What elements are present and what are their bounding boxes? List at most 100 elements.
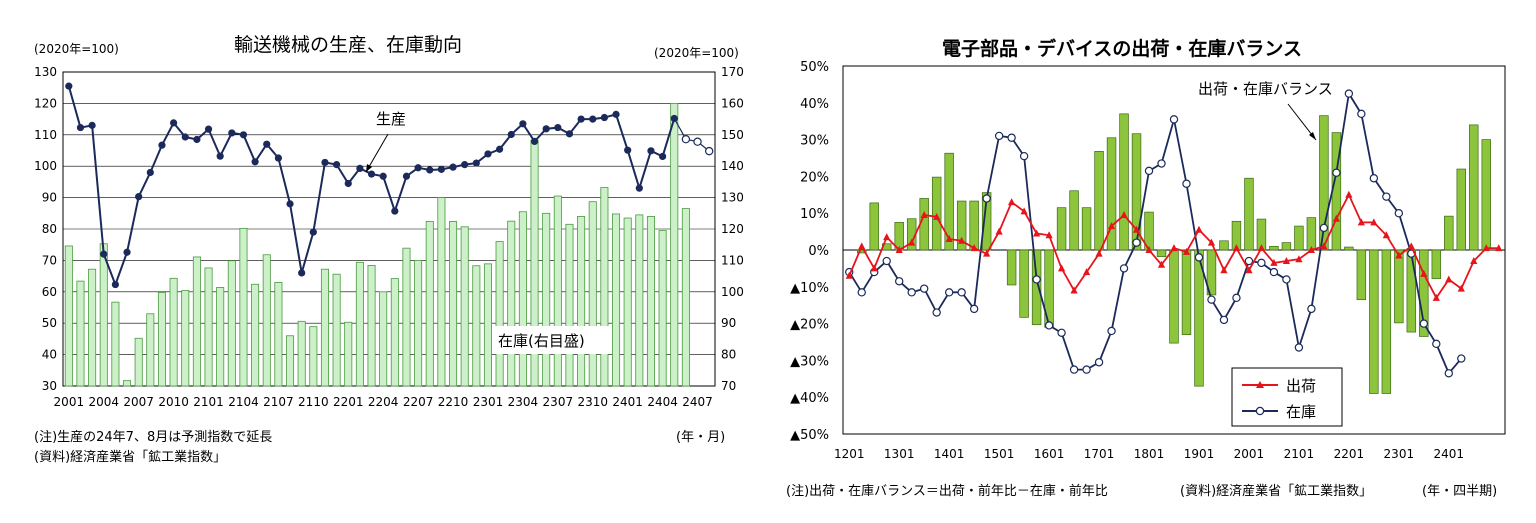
chart2-shipment-point: [1207, 238, 1216, 246]
chart2-x-tick: 1801: [1134, 447, 1165, 461]
chart2-shipment-point: [1420, 269, 1428, 277]
chart2-balance-bar: [1031, 249, 1042, 326]
chart1-x-tick: 2110: [298, 395, 329, 409]
chart1-inventory-bar: [646, 216, 655, 387]
chart2-shipment-point: [1232, 244, 1241, 252]
chart1-inventory-bar: [495, 241, 504, 387]
chart1-inventory-bar: [402, 247, 411, 387]
chart1-production-point: [65, 82, 73, 90]
chart2-balance-bar: [1344, 246, 1354, 251]
chart2-balance-bar: [1394, 249, 1404, 324]
chart2-inventory-point: [1094, 358, 1104, 367]
chart1-production-point: [391, 207, 399, 215]
chart2-inventory-point: [1019, 151, 1029, 161]
chart1-production-point: [635, 184, 643, 192]
chart1-inventory-label-box: [492, 326, 612, 354]
chart2-svg: 50% 40% 30% 20% 10% 0% ▲10% ▲20% ▲30% ▲40% ▲50% 120…: [790, 60, 1506, 461]
chart1-inventory-bar: [600, 187, 609, 387]
chart1-production-point: [123, 248, 131, 256]
chart2-inventory-point: [1432, 339, 1441, 349]
chart2-shipment-point: [1370, 218, 1378, 226]
chart2-shipment-point: [1395, 251, 1403, 259]
chart2-shipment-point: [1045, 231, 1053, 239]
chart1-inventory-bar: [623, 217, 632, 387]
chart2-inventory-point: [1007, 133, 1016, 142]
chart2-inventory-point: [1444, 369, 1453, 378]
chart1-x-tick: 2301: [473, 395, 504, 409]
chart2-inventory-point: [1319, 223, 1329, 233]
chart1-production-point: [100, 250, 108, 258]
chart1-x-tick: 2010: [158, 395, 189, 409]
chart2-inventory-point: [1132, 238, 1141, 247]
chart1-inventory-bar: [227, 260, 236, 387]
chart1-x-tick: 2104: [228, 395, 259, 409]
chart2-shipment-point: [1432, 293, 1440, 301]
chart1-inventory-bar: [379, 291, 388, 387]
chart2-annotation-balance: 出荷・在庫バランス: [1198, 80, 1333, 98]
chart2-balance-bar: [944, 152, 954, 251]
chart2-shipment-point: [920, 211, 928, 219]
chart2-balance-bar: [1456, 168, 1467, 251]
chart2-x-tick: 1401: [934, 447, 965, 461]
chart2-balance-bar: [1081, 207, 1092, 251]
chart2-y-tick: 30%: [800, 134, 829, 149]
chart1-svg: 30 40 50 60 70 80 90 100 110 120 130 70 80 90 100 110 12…: [34, 65, 744, 409]
chart2-balance-bar: [1206, 249, 1217, 296]
chart1-production-point: [542, 125, 550, 133]
chart2-balance-bar: [1006, 249, 1017, 286]
chart1-production-forecast-point: [681, 134, 691, 144]
chart1-production-point: [193, 135, 201, 144]
chart2-inventory-point: [1369, 174, 1379, 183]
chart1-inventory-bar: [612, 213, 621, 387]
chart2-shipment-point: [1095, 249, 1103, 257]
chart1-inventory-bar: [367, 265, 376, 387]
chart1-inventory-bar: [635, 214, 644, 387]
chart1-inventory-bar: [670, 103, 679, 387]
chart1-inventory-bar: [681, 208, 690, 387]
chart2-annotation-arrowhead: [1309, 132, 1316, 140]
chart1-production-point: [367, 170, 376, 178]
chart1-x-tick: 2401: [612, 395, 643, 409]
chart1-production-point: [484, 150, 492, 158]
chart2-shipment-point: [933, 212, 941, 220]
chart1-production-point: [135, 193, 143, 201]
chart1-inventory-bar: [588, 201, 597, 387]
chart2-shipment-point: [1033, 229, 1041, 237]
chart1-production-point: [507, 130, 515, 139]
chart2-inventory-point: [957, 288, 966, 297]
chart1-y-right-tick: 150: [721, 128, 744, 142]
chart2-inventory-point: [1194, 253, 1204, 262]
chart1-inventory-bar: [414, 259, 423, 387]
chart1-x-tick: 2310: [577, 395, 608, 409]
chart2-shipment-point: [945, 234, 953, 242]
chart2-inventory-point: [932, 308, 941, 317]
chart1-production-point: [88, 121, 96, 129]
chart2-balance-bar: [1069, 190, 1079, 251]
chart2-inventory-point: [1082, 365, 1091, 374]
chart2-balance-bar: [1119, 113, 1129, 251]
chart2-x-tick: 1701: [1084, 447, 1115, 461]
chart1-x-tick: 2307: [543, 395, 574, 409]
chart2-shipment-point: [1182, 247, 1191, 255]
chart1-production-point: [659, 152, 667, 161]
chart2-balance-bar: [1294, 225, 1304, 251]
chart1-production-point: [344, 179, 352, 188]
chart1-x-tick: 2007: [123, 395, 154, 409]
chart1-production-point: [228, 129, 236, 137]
chart1-y-left-tick: 70: [42, 253, 57, 267]
chart1-production-point: [600, 113, 608, 122]
chart2-shipment-point: [1070, 286, 1078, 294]
chart1-inventory-bar: [577, 216, 586, 387]
chart2-shipment-point: [1008, 198, 1016, 206]
chart1-y-left-tick: 40: [42, 348, 57, 362]
chart2-y-tick: ▲20%: [790, 318, 829, 333]
chart2-inventory-point: [1307, 304, 1316, 314]
chart2-shipment-point: [1495, 244, 1503, 252]
chart2-inventory-point: [1394, 208, 1404, 218]
chart2-inventory-point: [1294, 343, 1304, 352]
chart1-y-right-tick: 120: [721, 222, 744, 236]
chart2-x-tick: 1201: [834, 447, 865, 461]
chart1-y-right-tick: 110: [721, 253, 744, 267]
chart1-inventory-bar: [344, 321, 353, 387]
chart1-y-right-tick: 160: [721, 96, 744, 110]
